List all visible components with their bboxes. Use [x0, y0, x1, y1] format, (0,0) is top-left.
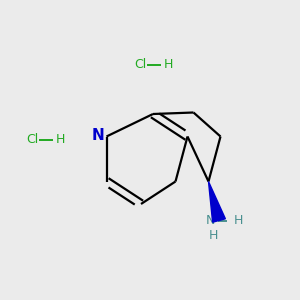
- Text: H: H: [234, 214, 243, 227]
- Text: Cl: Cl: [26, 133, 38, 146]
- Polygon shape: [208, 182, 225, 222]
- Text: Cl: Cl: [134, 58, 146, 71]
- Text: N: N: [92, 128, 104, 143]
- Text: H: H: [208, 229, 218, 242]
- Text: H: H: [164, 58, 174, 71]
- Text: N: N: [206, 214, 215, 227]
- Text: H: H: [56, 133, 66, 146]
